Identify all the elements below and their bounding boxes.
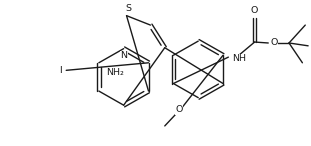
Text: N: N <box>120 51 127 60</box>
Text: I: I <box>59 66 62 75</box>
Text: S: S <box>125 4 131 13</box>
Text: O: O <box>175 105 183 114</box>
Text: NH: NH <box>232 54 246 63</box>
Text: NH₂: NH₂ <box>106 68 123 77</box>
Text: O: O <box>271 39 278 47</box>
Text: O: O <box>251 6 258 15</box>
